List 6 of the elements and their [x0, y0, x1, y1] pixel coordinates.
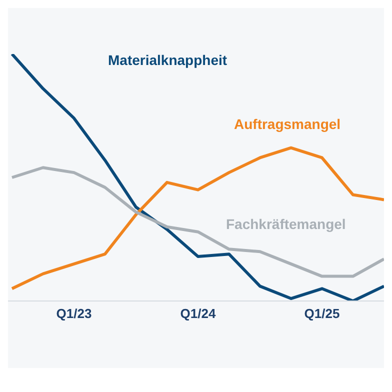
- series-label: Auftragsmangel: [234, 116, 341, 132]
- text: Materialknappheit: [108, 52, 228, 68]
- x-tick-label: Q1/25: [304, 306, 340, 322]
- x-tick-label: Q1/24: [180, 306, 216, 322]
- series-label: Fachkräftemangel: [226, 216, 346, 232]
- x-tick-label: Q1/23: [56, 306, 92, 322]
